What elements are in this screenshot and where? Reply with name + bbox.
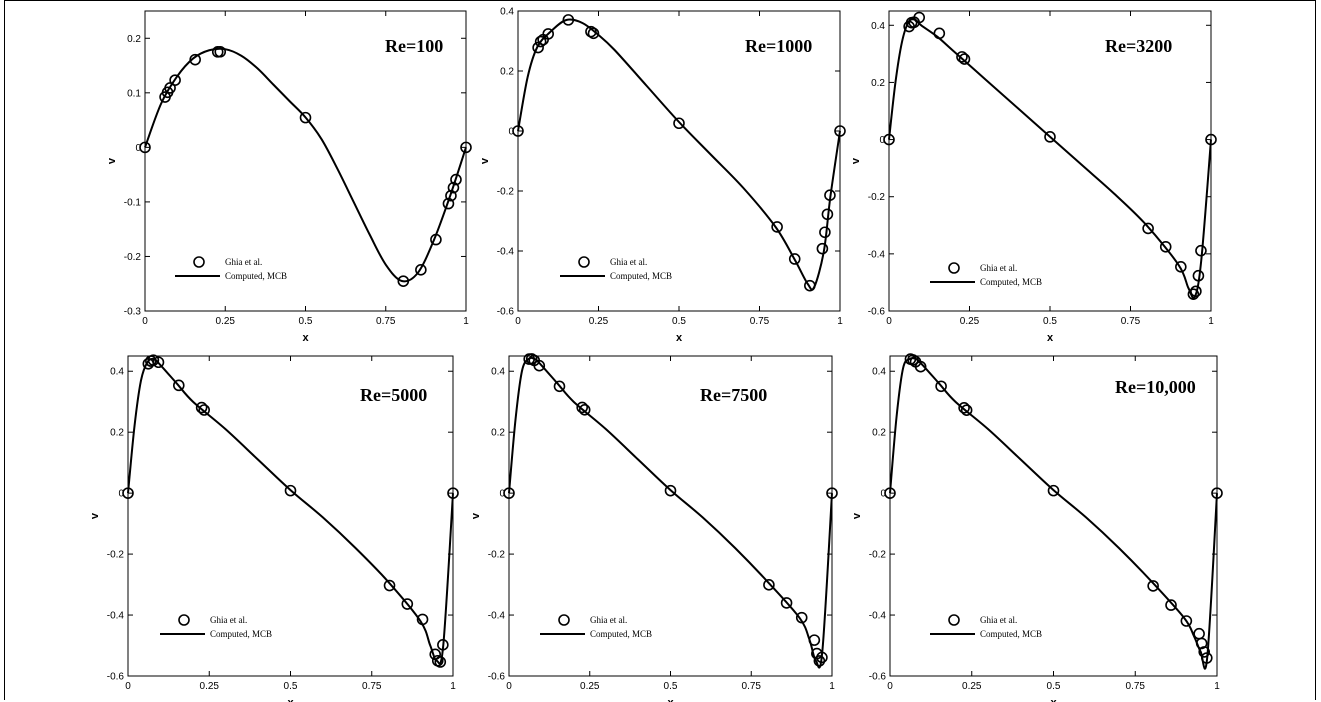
- legend-label-ghia: Ghia et al.: [980, 615, 1017, 625]
- chart-title: Re=10,000: [1115, 377, 1196, 397]
- x-tick-label: 0: [887, 681, 893, 692]
- y-tick-label: -0.2: [869, 550, 887, 561]
- legend-marker-ghia: [949, 615, 959, 625]
- x-tick-label: 0.5: [1047, 681, 1061, 692]
- data-point-ghia: [1194, 629, 1204, 639]
- y-tick-label: -0.6: [869, 672, 887, 683]
- legend-label-computed: Computed, MCB: [980, 629, 1042, 639]
- x-axis-title: x: [1050, 697, 1057, 702]
- y-tick-label: -0.4: [869, 611, 887, 622]
- x-tick-label: 1: [1214, 681, 1220, 692]
- x-tick-label: 0.25: [962, 681, 982, 692]
- y-tick-label: 0.2: [872, 428, 886, 439]
- y-axis-title: v: [851, 512, 863, 519]
- plot-frame: [890, 356, 1217, 676]
- data-point-ghia: [959, 403, 969, 413]
- y-tick-label: 0.4: [872, 367, 886, 378]
- series-line-computed: [890, 358, 1217, 669]
- x-tick-label: 0.75: [1126, 681, 1146, 692]
